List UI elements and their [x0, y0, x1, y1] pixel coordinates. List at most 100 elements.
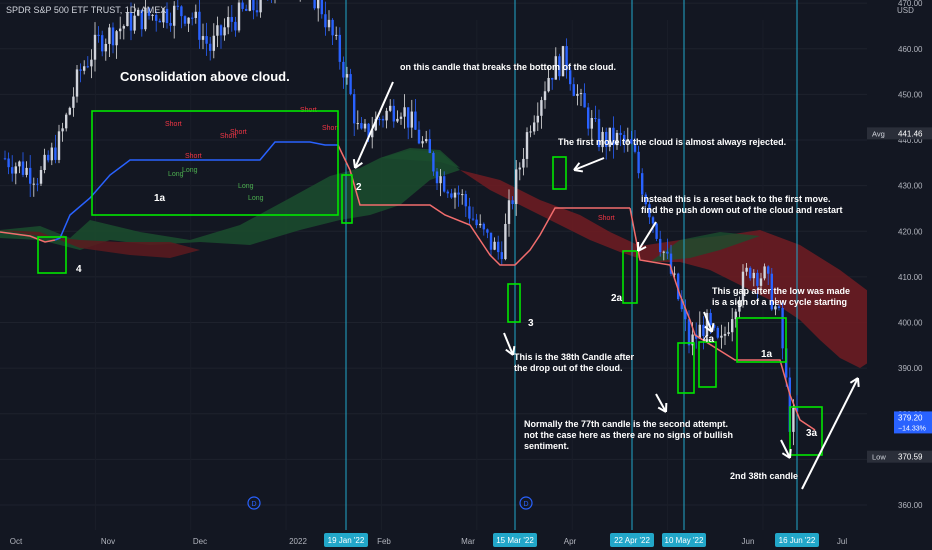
price-marker-value: 379.20 [898, 413, 923, 422]
date-badge-label: 22 Apr '22 [614, 536, 650, 545]
candle-body [457, 192, 460, 195]
candle-body [313, 0, 316, 9]
candle-body [752, 272, 755, 279]
candle-body [212, 35, 215, 51]
candle-body [191, 17, 194, 19]
dividend-icon[interactable]: D [247, 496, 261, 510]
date-badge: 22 Apr '22 [610, 533, 654, 547]
x-tick-label: Dec [193, 537, 207, 546]
candle-body [428, 139, 431, 153]
trailing-stop-segment [54, 141, 338, 241]
price-marker-box [894, 450, 932, 463]
candle-body [594, 117, 597, 119]
arrow-head [789, 448, 792, 459]
highlight-box [552, 156, 567, 190]
candle-body [673, 273, 676, 275]
candle-body [648, 204, 651, 218]
candle-body [25, 167, 28, 175]
candle-body [471, 218, 475, 220]
candle-body [637, 151, 640, 174]
candle-body [147, 7, 151, 16]
candle-body [723, 333, 727, 336]
arrow-line [503, 332, 514, 356]
date-badge-label: 19 Jan '22 [328, 536, 365, 545]
candle-body [93, 34, 97, 60]
arrow-line [573, 157, 605, 171]
candle-body [155, 14, 158, 21]
candle-body [597, 118, 601, 148]
candle-body [446, 191, 449, 194]
candle-body [137, 9, 140, 16]
candle-body [173, 5, 176, 26]
candle-body [230, 17, 233, 22]
candle-body [511, 200, 514, 205]
candle-body [317, 0, 320, 9]
x-tick-label: Jun [742, 537, 755, 546]
candle-body [122, 26, 125, 29]
candle-body [241, 2, 244, 9]
arrow-line [637, 221, 657, 252]
label-4a: 4a [703, 334, 715, 345]
candle-body [651, 217, 655, 224]
candle-body [615, 132, 619, 146]
annotation-38th-candle-2: the drop out of the cloud. [514, 363, 622, 373]
candle-body [144, 7, 147, 30]
price-axis[interactable]: USD 360.00370.00380.00390.00400.00410.00… [867, 0, 932, 550]
candle-body [450, 193, 453, 198]
highlight-boxes [37, 110, 823, 456]
candle-body [176, 5, 179, 7]
label-1a: 1a [154, 193, 166, 204]
arrow-head [711, 322, 715, 333]
y-tick-label: 440.00 [898, 136, 923, 145]
candle-body [691, 334, 694, 346]
candle-body [468, 206, 471, 219]
arrow-head [354, 162, 363, 169]
candle-body [774, 306, 777, 310]
date-badge: 19 Jan '22 [324, 533, 368, 547]
time-axis[interactable]: Oct Nov Dec 2022 Feb Mar Apr Jun Jul 19 Jan '22 15… [0, 496, 867, 550]
y-tick-label: 450.00 [898, 90, 923, 99]
candle-body [21, 161, 25, 175]
candle-body [533, 122, 536, 132]
candle-body [7, 158, 10, 168]
candle-body [237, 2, 241, 31]
time-axis-bg [0, 530, 867, 550]
signal-label: Short [230, 129, 247, 136]
candle-body [788, 377, 791, 432]
candle-body [738, 300, 741, 312]
candle-body [234, 21, 237, 31]
dividend-icon-letter: D [251, 501, 256, 508]
label-1a-second: 1a [761, 349, 773, 360]
candle-body [353, 94, 356, 124]
candle-body [349, 74, 352, 95]
date-badge-label: 10 May '22 [665, 536, 704, 545]
vertical-cycle-lines [345, 0, 798, 530]
price-marker: Avg 441.46 [867, 127, 932, 140]
candle-body [57, 131, 61, 160]
candle-body [500, 252, 503, 260]
highlight-box [736, 317, 787, 363]
candle-body [770, 273, 773, 310]
arrow-head [505, 348, 514, 356]
highlight-box [677, 342, 695, 394]
candle-body [644, 194, 647, 205]
candle-body [252, 0, 255, 11]
dividend-icon[interactable]: D [519, 496, 533, 510]
candle-body [767, 266, 770, 274]
date-badge-label: 15 Mar '22 [496, 536, 534, 545]
annotation-77th-candle-1: Normally the 77th candle is the second a… [524, 419, 728, 429]
arrow-head [857, 377, 860, 388]
arrow-head [573, 162, 581, 171]
candle-body [417, 129, 421, 144]
candle-body [385, 110, 388, 121]
candle-body [86, 66, 89, 68]
label-3: 3 [528, 318, 534, 329]
price-markers: High479.98Avg441.46379.20−14.33%Low370.5… [867, 127, 932, 463]
candle-body [576, 93, 579, 96]
candle-body [151, 14, 154, 16]
price-marker-tag [867, 127, 894, 140]
candle-body [399, 116, 403, 119]
candle-body [11, 167, 14, 174]
signal-label: Long [168, 171, 184, 178]
